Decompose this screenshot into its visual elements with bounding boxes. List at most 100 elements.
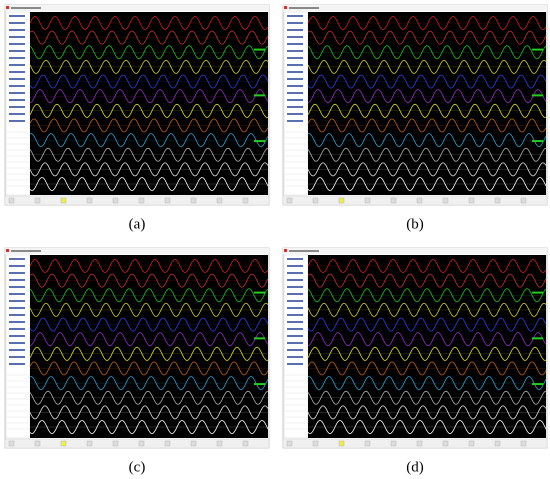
sidebar-item: [287, 29, 303, 31]
waveform: [307, 45, 547, 60]
waveform: [307, 30, 547, 45]
waveform: [307, 59, 547, 74]
toolbar-button: [34, 440, 41, 447]
toolbar-button: [312, 440, 319, 447]
title-text: [11, 7, 41, 9]
plot-area: [308, 255, 546, 438]
sidebar-item: [287, 272, 303, 274]
toolbar: [4, 195, 270, 206]
sidebar-item: [287, 293, 303, 295]
waveform: [307, 147, 547, 162]
toolbar: [282, 195, 548, 206]
sidebar-item: [287, 57, 303, 59]
sidebar-item: [287, 286, 303, 288]
waveform: [307, 419, 547, 435]
sidebar-item: [9, 342, 25, 344]
title-icon: [6, 6, 9, 9]
title-icon: [284, 6, 287, 9]
channel-tag: [532, 48, 543, 51]
toolbar-button: [468, 197, 475, 204]
waveform: [307, 346, 547, 361]
sidebar-item: [9, 106, 25, 108]
sidebar-item: [287, 113, 303, 115]
toolbar: [4, 438, 270, 449]
title-icon: [6, 249, 9, 252]
toolbar-button: [520, 197, 527, 204]
toolbar-button: [242, 197, 249, 204]
sidebar-item: [287, 64, 303, 66]
waveform: [29, 30, 269, 45]
channel-tag: [254, 291, 265, 294]
sidebar-item: [287, 356, 303, 358]
waveform: [307, 162, 547, 177]
waveform: [307, 317, 547, 332]
sidebar: [5, 11, 31, 196]
screenshot: (d): [282, 247, 548, 475]
sidebar-item: [287, 328, 303, 330]
sidebar-item: [9, 71, 25, 73]
plot-area: [308, 12, 546, 195]
waveform: [29, 89, 269, 104]
channel-tag: [254, 383, 265, 386]
sidebar-item: [287, 92, 303, 94]
channel-tag: [532, 383, 543, 386]
sidebar-item: [9, 279, 25, 281]
waveform: [307, 332, 547, 347]
waveform: [29, 133, 269, 148]
sidebar-item: [9, 300, 25, 302]
title-text: [11, 250, 41, 252]
waveform: [307, 118, 547, 133]
sidebar-item: [9, 272, 25, 274]
sidebar-item: [287, 50, 303, 52]
sidebar-item: [287, 36, 303, 38]
sidebar-item: [9, 286, 25, 288]
sidebar-item: [287, 78, 303, 80]
channel-tag: [532, 291, 543, 294]
sidebar-item: [9, 99, 25, 101]
sidebar-item: [287, 363, 303, 365]
toolbar-button: [190, 440, 197, 447]
waveform: [307, 89, 547, 104]
toolbar-button: [390, 197, 397, 204]
sidebar-item: [287, 106, 303, 108]
toolbar-button: [60, 440, 67, 447]
waveform: [307, 390, 547, 405]
waveform: [29, 74, 269, 89]
sidebar-item: [9, 78, 25, 80]
waveform: [29, 361, 269, 376]
toolbar-button: [442, 440, 449, 447]
toolbar-button: [138, 440, 145, 447]
title-icon: [284, 249, 287, 252]
toolbar-button: [390, 440, 397, 447]
channel-tag: [532, 140, 543, 143]
sidebar-item: [287, 265, 303, 267]
toolbar-button: [338, 197, 345, 204]
plot-area: [30, 12, 268, 195]
panel-label: (d): [406, 459, 424, 475]
sidebar-item: [9, 258, 25, 260]
sidebar-item: [9, 113, 25, 115]
waveform: [29, 15, 269, 31]
sidebar-item: [287, 85, 303, 87]
sidebar-item: [287, 314, 303, 316]
toolbar-button: [112, 197, 119, 204]
sidebar-item: [287, 71, 303, 73]
toolbar-button: [416, 197, 423, 204]
sidebar-item: [287, 279, 303, 281]
sidebar-item: [287, 99, 303, 101]
sidebar-item: [9, 307, 25, 309]
channel-tag: [532, 94, 543, 97]
toolbar-button: [416, 440, 423, 447]
sidebar-item: [9, 43, 25, 45]
waveform: [29, 103, 269, 118]
sidebar-item: [9, 50, 25, 52]
waveform: [29, 317, 269, 332]
waveform: [307, 288, 547, 303]
sidebar-item: [9, 29, 25, 31]
waveform: [29, 376, 269, 391]
toolbar-button: [86, 440, 93, 447]
toolbar-button: [216, 440, 223, 447]
sidebar-item: [287, 120, 303, 122]
toolbar-button: [338, 440, 345, 447]
toolbar-button: [520, 440, 527, 447]
